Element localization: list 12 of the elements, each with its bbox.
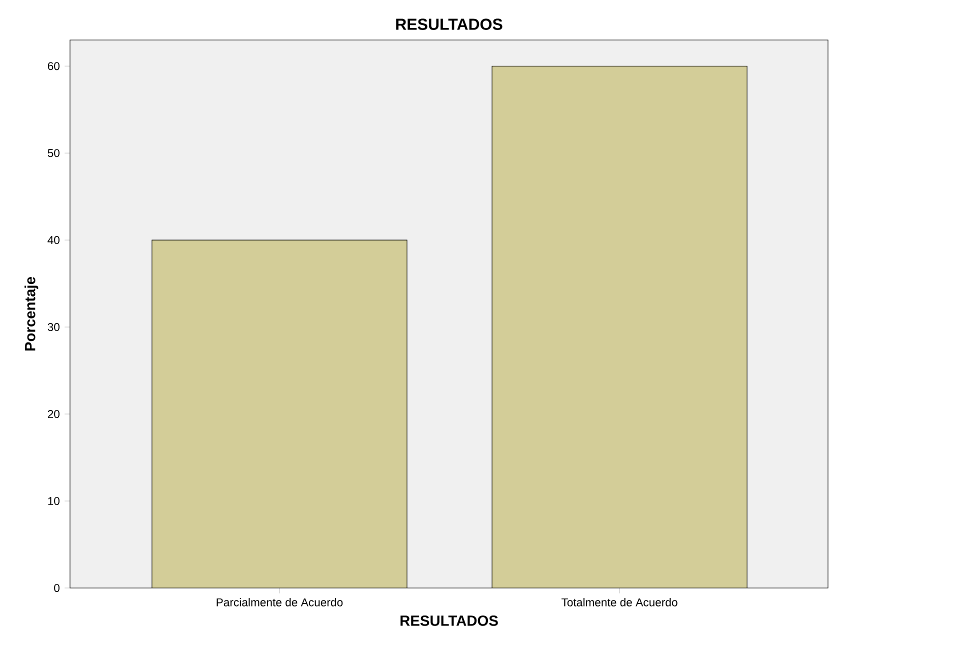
y-tick-label: 60 [48, 62, 60, 70]
x-axis-title: RESULTADOS [400, 616, 498, 626]
y-axis-title: Porcentaje [24, 277, 38, 351]
chart-title: RESULTADOS [396, 18, 502, 30]
y-tick-label: 30 [48, 323, 60, 332]
y-tick-label: 0 [54, 584, 60, 592]
y-tick-label: 10 [48, 497, 60, 506]
y-tick-label: 40 [48, 236, 60, 244]
y-tick-label: 50 [48, 149, 60, 158]
y-tick-label: 20 [48, 410, 60, 418]
x-tick-label: Totalmente de Acuerdo [562, 598, 678, 606]
x-tick-label: Parcialmente de Acuerdo [216, 598, 343, 606]
